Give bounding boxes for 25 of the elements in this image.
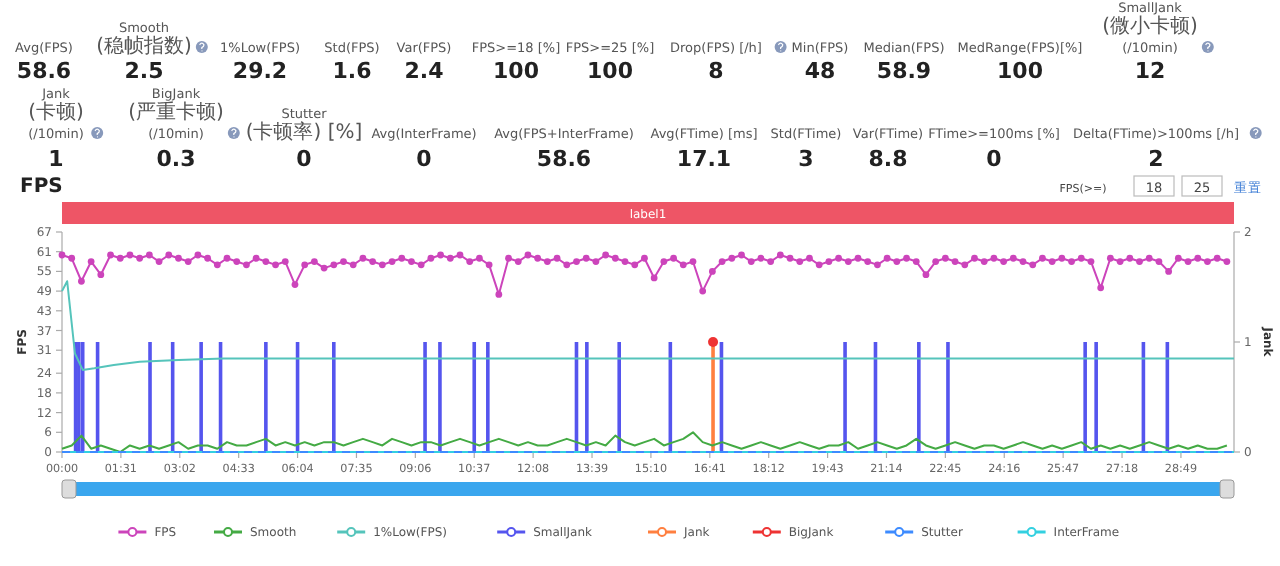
data-label: 100 bbox=[493, 58, 540, 84]
data-label: 8.8 bbox=[868, 146, 908, 172]
data-label: 8 bbox=[708, 58, 724, 84]
data-label: 48 bbox=[804, 58, 836, 84]
line-series bbox=[61, 431, 1228, 453]
data-label: 2.4 bbox=[404, 58, 445, 84]
data-label: 100 bbox=[587, 58, 634, 84]
data-label: 58.6 bbox=[536, 146, 592, 172]
data-label: 1 bbox=[48, 146, 64, 172]
data-label: 3 bbox=[798, 146, 814, 172]
data-label: 0 bbox=[296, 146, 313, 172]
data-label: 29.2 bbox=[232, 58, 288, 84]
chart-title: FPS bbox=[20, 176, 63, 198]
line-series bbox=[61, 280, 1235, 371]
data-label: 1.6 bbox=[332, 58, 373, 84]
data-label: 17.1 bbox=[676, 146, 732, 172]
data-label: 0.3 bbox=[156, 146, 196, 172]
data-label: 0 bbox=[416, 146, 433, 172]
data-label: 12 bbox=[1134, 58, 1166, 84]
data-label: 58.6 bbox=[16, 58, 72, 84]
data-label: 58.9 bbox=[876, 58, 932, 84]
data-label: 0 bbox=[986, 146, 1003, 172]
data-label: 2.5 bbox=[124, 58, 164, 84]
data-label: 100 bbox=[997, 58, 1044, 84]
data-label: 2 bbox=[1148, 146, 1164, 172]
